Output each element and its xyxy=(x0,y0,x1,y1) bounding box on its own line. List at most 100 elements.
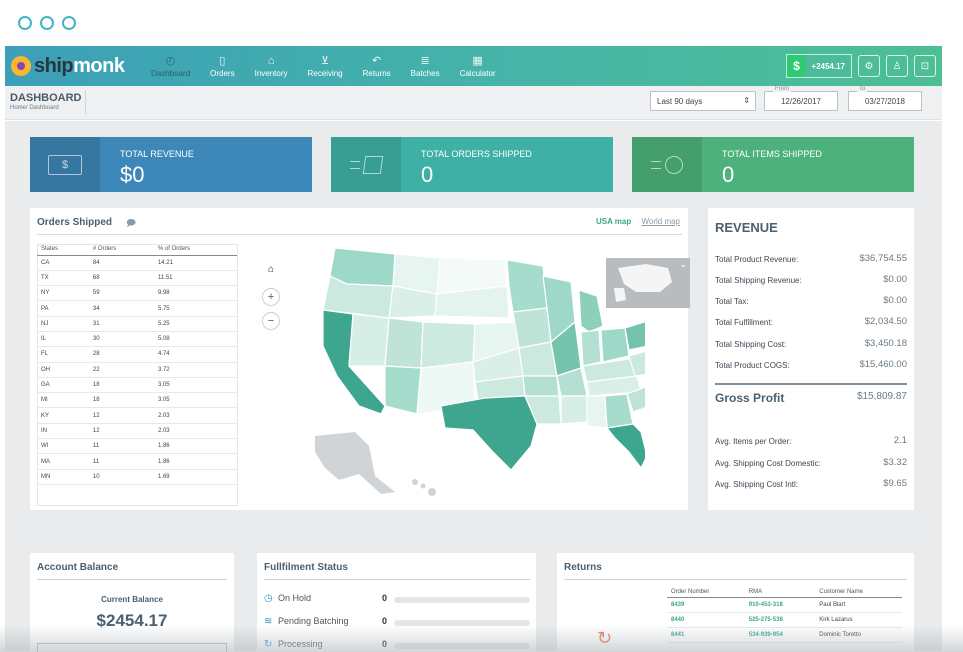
fulfillment-count: 0 xyxy=(382,593,388,603)
table-cell[interactable]: 8439 xyxy=(667,597,745,613)
stat-card-items[interactable]: TOTAL ITEMS SHIPPED 0 xyxy=(632,137,914,192)
column-header[interactable]: RMA xyxy=(744,587,816,598)
map-state[interactable] xyxy=(586,395,608,429)
table-cell[interactable]: 534-939-954 xyxy=(744,627,816,643)
nav-orders[interactable]: ▯ Orders xyxy=(200,46,244,86)
returns-table: Order Number RMA Customer Name 8439 910-453… xyxy=(667,587,902,643)
gross-profit-label: Gross Profit xyxy=(715,391,785,405)
progress-bar xyxy=(394,597,530,603)
column-header[interactable]: # Orders xyxy=(88,244,154,256)
table-cell: FL xyxy=(37,346,89,363)
map-state[interactable] xyxy=(434,285,510,319)
fulfillment-row[interactable]: ≋ Pending Batching 0 xyxy=(264,616,530,630)
table-row: MA 11 1.86 xyxy=(37,453,237,470)
divider xyxy=(264,579,530,580)
inventory-icon: ⌂ xyxy=(267,54,275,67)
us-choropleth-map[interactable] xyxy=(285,246,645,508)
map-state[interactable] xyxy=(628,348,645,377)
balance-chip[interactable]: $ +2454.17 xyxy=(786,54,852,78)
table-cell: 84 xyxy=(88,255,154,271)
table-cell[interactable]: 8441 xyxy=(667,627,745,643)
map-state[interactable] xyxy=(522,375,560,397)
nav-batches[interactable]: ≣ Batches xyxy=(401,46,450,86)
fulfillment-count: 0 xyxy=(382,639,388,649)
average-row: Avg. Shipping Cost Intl: $9.65 xyxy=(715,478,907,489)
map-state[interactable] xyxy=(512,307,552,349)
nav-calculator[interactable]: ▦ Calculator xyxy=(450,46,506,86)
world-minimap[interactable]: ⌄ xyxy=(606,258,690,308)
logout-button[interactable]: ⊡ xyxy=(914,55,936,77)
user-button[interactable]: ♙ xyxy=(886,55,908,77)
chevron-down-icon[interactable]: ⌄ xyxy=(679,259,687,269)
to-date-field[interactable]: To 03/27/2018 xyxy=(848,86,922,111)
map-zoom-out-button[interactable]: − xyxy=(262,312,280,330)
home-icon: ⌂ xyxy=(267,263,275,275)
table-row: NY 59 9.98 xyxy=(37,285,237,302)
table-cell[interactable]: 8440 xyxy=(667,612,745,628)
map-state[interactable] xyxy=(605,423,645,470)
window-close-button[interactable] xyxy=(18,16,32,30)
fulfillment-row[interactable]: ◷ On Hold 0 xyxy=(264,593,530,607)
map-state[interactable] xyxy=(626,384,645,413)
stat-card-revenue[interactable]: $ TOTAL REVENUE $0 xyxy=(30,137,312,192)
progress-bar xyxy=(394,643,530,649)
table-cell: 12 xyxy=(88,407,154,424)
table-cell: 34 xyxy=(88,300,154,317)
revenue-title: REVENUE xyxy=(715,220,778,235)
nav-dashboard[interactable]: ◴ Dashboard xyxy=(141,46,200,86)
map-state[interactable] xyxy=(578,289,604,333)
map-alaska[interactable] xyxy=(315,432,395,494)
map-state[interactable] xyxy=(440,395,538,471)
date-range-select[interactable]: Last 90 days ⇕ xyxy=(650,91,756,111)
map-home-button[interactable]: ⌂ xyxy=(262,260,280,278)
average-value: 2.1 xyxy=(893,435,907,446)
column-header[interactable]: Order Number xyxy=(667,587,745,598)
table-cell[interactable]: 910-453-318 xyxy=(744,597,816,613)
map-state[interactable] xyxy=(600,327,630,363)
map-state[interactable] xyxy=(348,313,390,367)
map-toggle: USA map World map xyxy=(596,217,680,226)
world-map-link[interactable]: World map xyxy=(641,217,680,226)
current-balance-value: $2454.17 xyxy=(96,611,168,630)
breadcrumb[interactable]: Home/ Dashboard xyxy=(10,105,59,111)
column-header[interactable]: Customer Name xyxy=(815,587,902,598)
window-maximize-button[interactable] xyxy=(62,16,76,30)
nav-inventory[interactable]: ⌂ Inventory xyxy=(245,46,298,86)
dollar-icon: $ xyxy=(787,55,806,77)
column-header[interactable]: % of Orders xyxy=(153,244,237,256)
table-cell: 3.05 xyxy=(153,377,237,394)
comment-icon[interactable]: 🗩 xyxy=(126,218,136,228)
from-date-field[interactable]: From 12/26/2017 xyxy=(764,86,838,111)
table-cell: NJ xyxy=(37,316,89,332)
usa-map-link[interactable]: USA map xyxy=(595,217,632,226)
table-cell[interactable]: 525-275-538 xyxy=(744,612,816,628)
add-funds-button[interactable] xyxy=(37,643,227,652)
map-state[interactable] xyxy=(506,259,548,313)
table-row[interactable]: 8440 525-275-538 Kirk Lazarus xyxy=(667,612,902,628)
stat-card-orders[interactable]: TOTAL ORDERS SHIPPED 0 xyxy=(331,137,613,192)
revenue-panel: REVENUE Gross Profit $15,809.87 Total Pr… xyxy=(708,208,914,510)
map-zoom-in-button[interactable]: + xyxy=(262,288,280,306)
nav-receiving[interactable]: ⊻ Receiving xyxy=(298,46,353,86)
stat-value: 0 xyxy=(421,162,434,187)
table-row: OH 22 3.72 xyxy=(37,362,237,378)
table-row[interactable]: 8441 534-939-954 Dominic Toretto xyxy=(667,627,902,643)
dashboard-icon: ◴ xyxy=(165,54,176,67)
to-date-value: 03/27/2018 xyxy=(864,97,906,106)
window-minimize-button[interactable] xyxy=(40,16,54,30)
column-header[interactable]: States xyxy=(37,244,89,256)
map-state[interactable] xyxy=(420,321,476,369)
map-state[interactable] xyxy=(384,365,422,415)
map-state[interactable] xyxy=(560,395,588,425)
table-row[interactable]: 8439 910-453-318 Paul Blart xyxy=(667,597,902,613)
nav-returns[interactable]: ↶ Returns xyxy=(353,46,401,86)
revenue-value: $15,460.00 xyxy=(859,359,907,370)
map-state[interactable] xyxy=(624,320,645,351)
revenue-label: Total Tax: xyxy=(715,297,749,306)
shipmonk-logo[interactable]: ship monk xyxy=(11,55,129,78)
fulfillment-row[interactable]: ↻ Processing 0 xyxy=(264,639,530,652)
map-hawaii[interactable] xyxy=(412,479,436,496)
map-state[interactable] xyxy=(580,329,602,367)
map-state[interactable] xyxy=(384,317,424,369)
settings-button[interactable]: ⚙ xyxy=(858,55,880,77)
